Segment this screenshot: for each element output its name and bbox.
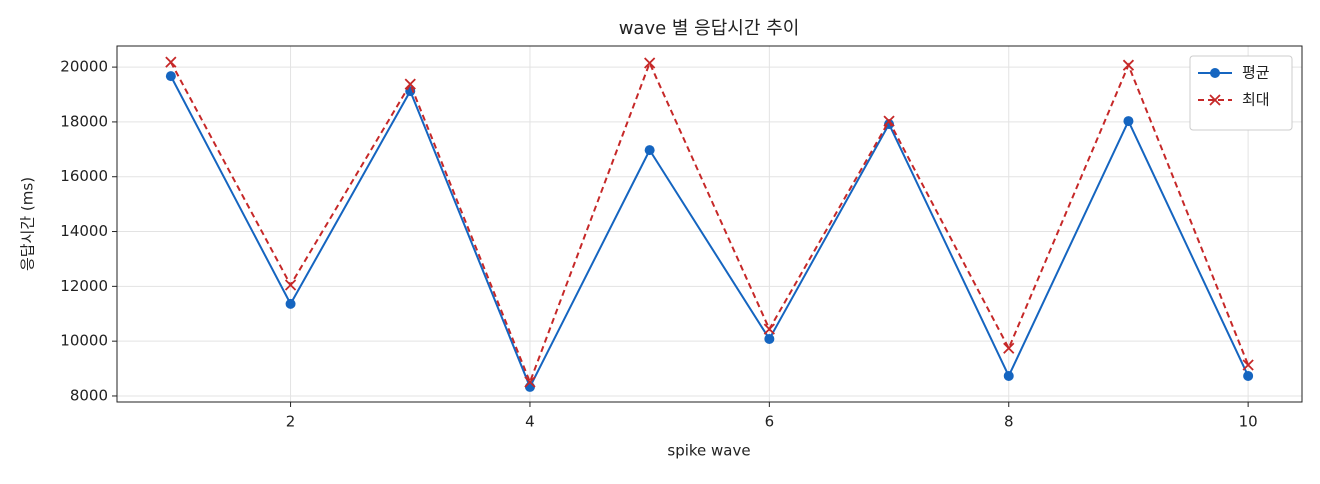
y-tick-label: 16000 (60, 167, 108, 185)
point (1242, 359, 1254, 371)
y-tick-label: 14000 (60, 222, 108, 240)
point (644, 57, 656, 69)
point (1003, 342, 1015, 354)
y-tick-label: 20000 (60, 58, 108, 76)
x-tick-label: 10 (1239, 413, 1258, 431)
y-tick-label: 10000 (60, 332, 108, 350)
point (285, 298, 296, 309)
point (1122, 59, 1135, 71)
y-tick-label: 18000 (60, 112, 108, 130)
point (763, 323, 775, 335)
point (1003, 370, 1014, 381)
x-tick-label: 2 (286, 413, 296, 431)
point (524, 381, 535, 392)
point (165, 56, 177, 68)
x-tick-label: 8 (1004, 413, 1014, 431)
legend-label: 최대 (1242, 91, 1270, 109)
x-tick-label: 6 (765, 413, 775, 431)
point (404, 78, 416, 90)
x-tick-label: 4 (525, 413, 535, 431)
line (169, 60, 1250, 385)
legend-marker (1209, 94, 1221, 106)
point (1243, 370, 1254, 381)
point (764, 333, 775, 344)
chart-title: wave 별 응답시간 추이 (619, 18, 800, 39)
point (524, 376, 536, 388)
point (284, 279, 297, 291)
y-tick-label: 12000 (60, 277, 108, 295)
legend-label: 평균 (1242, 64, 1270, 82)
y-axis-label: 응답시간 (ms) (19, 177, 37, 271)
legend-box (1189, 55, 1293, 131)
point (644, 145, 655, 156)
point (883, 115, 895, 127)
x-axis-label: spike wave (667, 442, 750, 460)
plot-frame (116, 45, 1303, 403)
y-tick-label: 8000 (70, 386, 108, 404)
legend-marker (1210, 68, 1220, 78)
point (1123, 116, 1134, 127)
point (165, 71, 176, 82)
line (169, 75, 1250, 390)
